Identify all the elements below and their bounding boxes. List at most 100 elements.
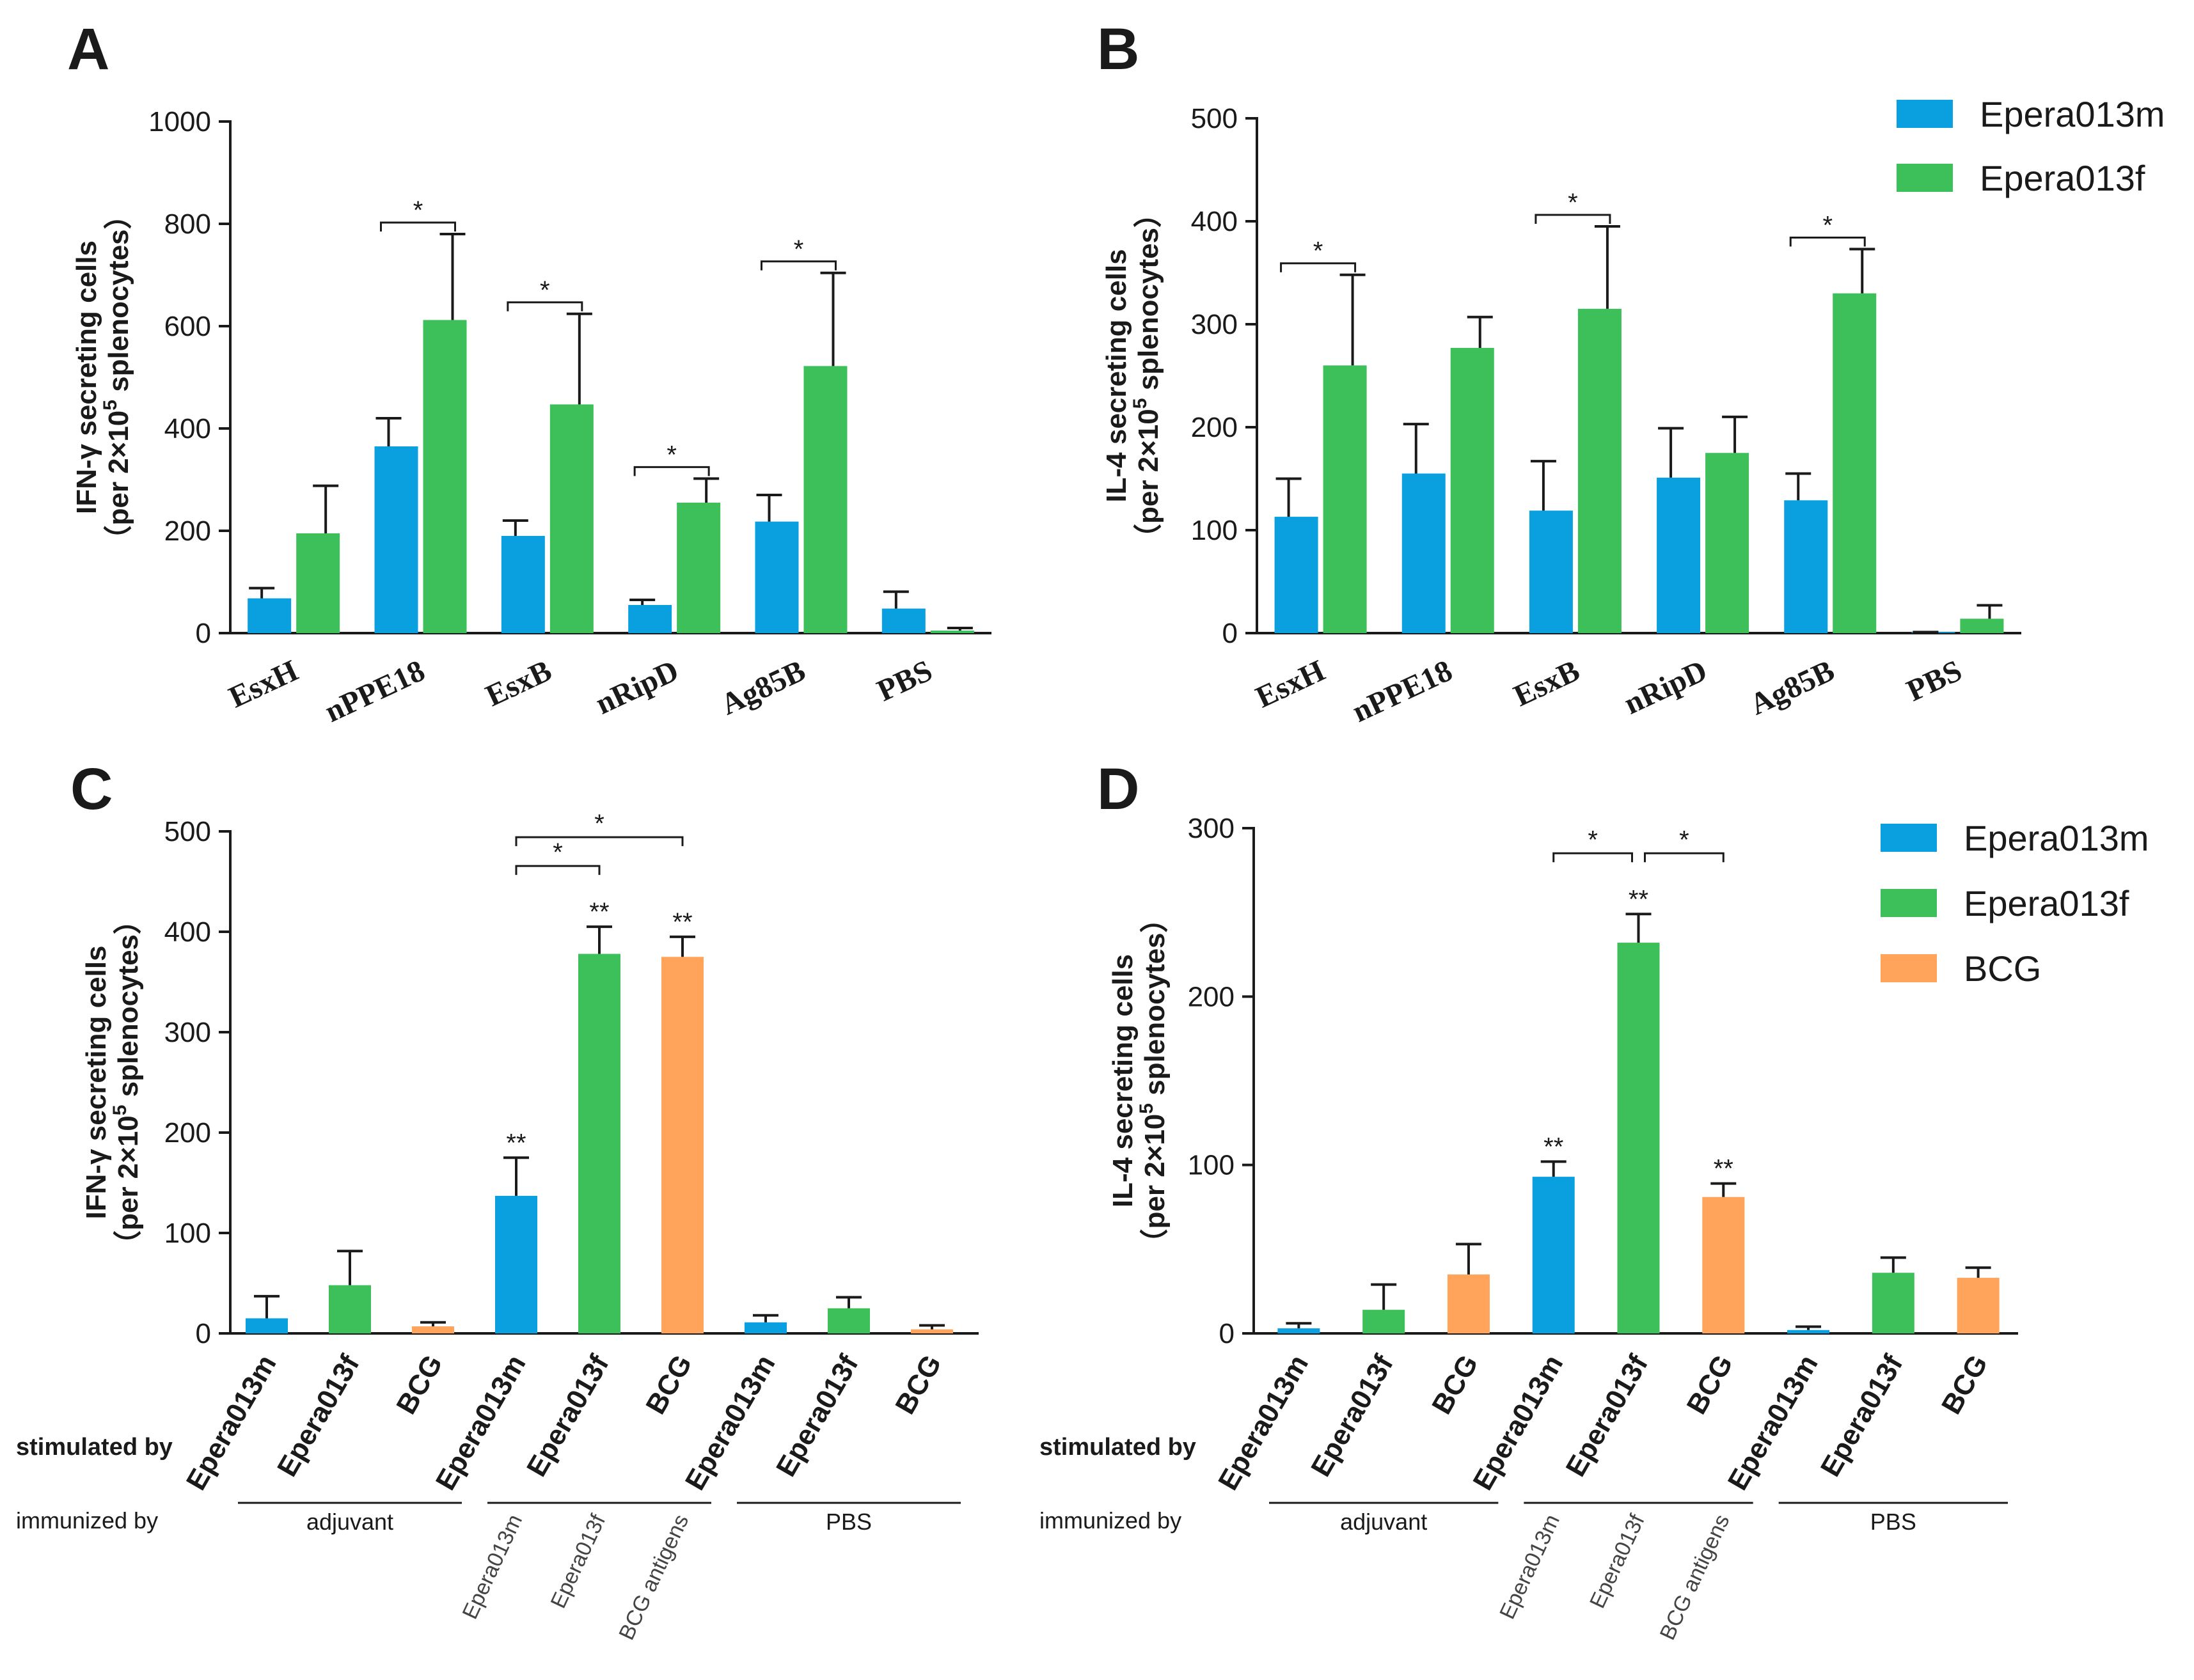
y-tick-label: 500 (164, 816, 211, 847)
category-label: EsxB (480, 654, 556, 713)
legend-swatch-bcg (1881, 954, 1937, 982)
bar-epera013f (803, 366, 848, 633)
group-label: adjuvant (306, 1509, 393, 1535)
bar-epera013f (549, 404, 594, 633)
bar-bcg (1702, 1197, 1745, 1333)
category-label: nPPE18 (1347, 654, 1457, 729)
y-tick-label: 200 (164, 515, 211, 547)
bar-epera013f (1960, 618, 2004, 633)
y-tick-label: 0 (1219, 1318, 1235, 1349)
significance-star: * (1313, 237, 1323, 265)
bar-epera013f (1577, 308, 1622, 633)
y-tick-label: 200 (164, 1117, 211, 1149)
y-tick-label: 0 (1222, 618, 1238, 649)
significance-star: * (1822, 211, 1833, 239)
legend-label-epera013m: Epera013m (1964, 818, 2149, 858)
units-suffix: splenocytes） (103, 201, 134, 400)
y-tick-label: 400 (164, 413, 211, 444)
immunized-by-label: immunized by (1039, 1507, 1181, 1534)
bar-bcg (412, 1326, 454, 1333)
y-tick-label: 100 (1188, 1150, 1235, 1181)
significance-star: * (794, 235, 804, 263)
y-tick-label: 200 (1188, 981, 1235, 1012)
category-label: Epera013f (1305, 1349, 1400, 1482)
category-label: PBS (872, 654, 937, 708)
significance-double-star: ** (1543, 1133, 1563, 1161)
units-exponent: 5 (1136, 1103, 1157, 1114)
legend-label-epera013f: Epera013f (1964, 883, 2129, 923)
chart-b: 0 100 200 300 400 500 IL-4 secreting cells （per… (1101, 94, 2165, 729)
y-tick-label: 0 (196, 1318, 211, 1349)
bar-epera013m (1532, 1177, 1575, 1333)
bar-epera013f (1450, 348, 1494, 633)
y-tick-label: 500 (1191, 103, 1238, 134)
legend-swatch-epera013m (1881, 824, 1937, 852)
units-suffix: splenocytes） (113, 906, 144, 1105)
immunized-by-label: immunized by (16, 1507, 158, 1534)
significance-bracket (761, 260, 837, 271)
y-axis-label: IFN-γ secreting cells (81, 946, 112, 1220)
legend-label-epera013f: Epera013f (1980, 158, 2145, 198)
significance-bracket (380, 221, 456, 232)
category-label: Epera013m (180, 1350, 283, 1496)
bar-epera013f (1617, 943, 1660, 1333)
category-label: Epera013m (1722, 1350, 1824, 1496)
bar-epera013f (578, 954, 620, 1333)
category-label: Epera013f (1560, 1349, 1655, 1482)
bar-epera013f (296, 533, 340, 633)
bar-epera013m (1274, 517, 1318, 633)
y-tick-label: 300 (1191, 309, 1238, 340)
bar-epera013f (677, 503, 721, 633)
units-exponent: 5 (1130, 398, 1151, 409)
significance-double-star: ** (506, 1129, 526, 1157)
units-prefix: （per 2×10 (1133, 409, 1164, 552)
significance-bracket (1280, 262, 1357, 272)
units-suffix: splenocytes） (1139, 904, 1171, 1103)
bar-epera013f (1872, 1273, 1914, 1333)
bar-epera013m (881, 608, 926, 633)
bar-epera013m (248, 598, 292, 633)
panel-letter-c: C (70, 757, 113, 822)
category-label: nPPE18 (320, 654, 430, 729)
y-tick-label: 200 (1191, 412, 1238, 443)
axes: 0 100 200 300 400 500 (164, 816, 979, 1349)
bar-epera013f (1833, 293, 1877, 633)
category-label: Epera013f (271, 1349, 366, 1482)
category-label: Epera013m (1212, 1350, 1314, 1496)
bar-epera013m (1277, 1328, 1320, 1333)
y-tick-label: 400 (1191, 206, 1238, 237)
significance-bracket (507, 301, 583, 311)
group-label: PBS (826, 1509, 872, 1535)
category-label: BCG (1426, 1350, 1484, 1420)
bar-epera013f (1323, 365, 1367, 633)
y-tick-label: 0 (196, 618, 211, 649)
significance-double-star: ** (672, 908, 692, 936)
units-prefix: （per 2×10 (113, 1115, 144, 1259)
category-label: EsxB (1508, 654, 1584, 713)
category-label: BCG (390, 1350, 448, 1420)
legend-label-epera013m: Epera013m (1980, 94, 2165, 134)
immunized-label: Epera013m (458, 1511, 528, 1622)
axes: 0 200 400 600 800 1000 (148, 106, 991, 649)
panel-letter-b: B (1097, 17, 1139, 82)
significance-double-star: ** (1714, 1155, 1733, 1183)
significance-bracket (1535, 214, 1611, 224)
group-label: adjuvant (1340, 1509, 1427, 1535)
significance-bracket (633, 466, 710, 476)
stimulated-by-label: stimulated by (1039, 1434, 1196, 1461)
significance-star: * (413, 196, 423, 224)
axes: 0 100 200 300 400 500 (1191, 103, 2021, 649)
immunized-label: BCG antigens (614, 1511, 693, 1644)
bar-epera013f (1705, 453, 1749, 633)
category-label: Epera013f (770, 1349, 865, 1482)
category-label: nRipD (590, 654, 684, 721)
y-axis-label-units: （per 2×105 splenocytes） (1136, 904, 1171, 1257)
category-label: BCG (1681, 1350, 1739, 1420)
significance-star: * (667, 441, 677, 469)
category-label: Epera013f (521, 1349, 615, 1482)
y-tick-label: 800 (164, 208, 211, 240)
significance-star: * (1588, 826, 1598, 854)
y-axis-label: IL-4 secreting cells (1101, 249, 1132, 502)
bar-bcg (1957, 1278, 2000, 1333)
